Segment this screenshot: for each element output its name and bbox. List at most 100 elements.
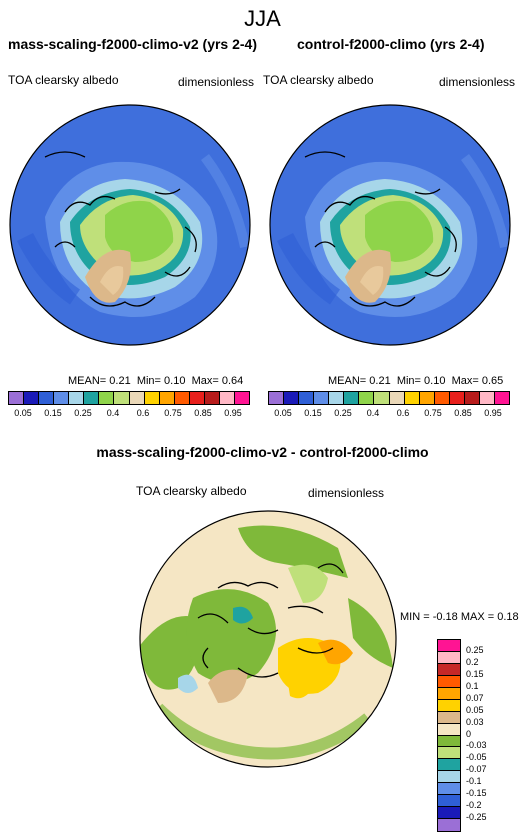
left-colorbar-label: 0.75 xyxy=(164,408,182,418)
diff-colorbar-label: 0.2 xyxy=(466,656,479,667)
diff-colorbar-label: 0.05 xyxy=(466,704,484,715)
left-colorbar-label: 0.15 xyxy=(44,408,62,418)
left-min-label: Min= xyxy=(136,375,161,387)
right-colorbar-swatch xyxy=(449,392,465,404)
right-colorbar-label: 0.85 xyxy=(454,408,472,418)
diff-colorbar-swatch xyxy=(438,795,460,808)
diff-colorbar-label: 0.25 xyxy=(466,644,484,655)
left-colorbar xyxy=(8,391,250,405)
left-colorbar-swatch xyxy=(9,392,25,404)
right-colorbar-swatch xyxy=(374,392,390,404)
right-max-value: 0.65 xyxy=(481,375,504,387)
left-colorbar-swatch xyxy=(114,392,130,404)
diff-variable-label: TOA clearsky albedo xyxy=(136,484,247,498)
right-panel-title: control-f2000-climo (yrs 2-4) xyxy=(297,36,485,52)
left-min-value: 0.10 xyxy=(164,375,186,387)
diff-colorbar-label: -0.2 xyxy=(466,800,482,811)
right-stats: MEAN= 0.21 Min= 0.10 Max= 0.65 xyxy=(328,375,503,387)
left-colorbar-swatch xyxy=(84,392,100,404)
left-max-label: Max= xyxy=(191,375,219,387)
right-colorbar-label: 0.95 xyxy=(484,408,502,418)
diff-colorbar-swatch xyxy=(438,807,460,820)
diff-colorbar-label: -0.03 xyxy=(466,740,487,751)
diff-colorbar-swatch xyxy=(438,651,460,664)
left-colorbar-swatch xyxy=(129,392,145,404)
left-colorbar-label: 0.05 xyxy=(14,408,32,418)
left-colorbar-swatch xyxy=(99,392,115,404)
diff-units-label: dimensionless xyxy=(308,486,385,500)
diff-title: mass-scaling-f2000-climo-v2 - control-f2… xyxy=(96,444,429,460)
right-colorbar-swatch xyxy=(389,392,405,404)
right-colorbar-swatch xyxy=(494,392,509,404)
right-colorbar-swatch xyxy=(314,392,330,404)
right-colorbar-label: 0.4 xyxy=(366,408,380,418)
right-colorbar-swatch xyxy=(299,392,315,404)
diff-colorbar-swatch xyxy=(438,735,460,748)
right-colorbar-swatch xyxy=(359,392,375,404)
diff-max-value: 0.18 xyxy=(497,611,519,623)
diff-colorbar-label: 0.1 xyxy=(466,680,479,691)
right-polar-map xyxy=(269,104,511,346)
diff-colorbar-label: -0.1 xyxy=(466,776,482,787)
right-colorbar-label: 0.6 xyxy=(396,408,410,418)
right-colorbar-label: 0.75 xyxy=(424,408,442,418)
right-units-label: dimensionless xyxy=(439,75,516,89)
right-variable-label: TOA clearsky albedo xyxy=(263,73,374,87)
right-mean-label: MEAN= xyxy=(328,375,367,387)
diff-colorbar xyxy=(437,639,461,832)
left-colorbar-swatch xyxy=(204,392,220,404)
left-stats: MEAN= 0.21 Min= 0.10 Max= 0.64 xyxy=(68,375,243,387)
diff-colorbar-swatch xyxy=(438,783,460,796)
diff-colorbar-swatch xyxy=(438,711,460,724)
left-colorbar-swatch xyxy=(159,392,175,404)
diff-colorbar-swatch xyxy=(438,640,460,652)
left-mean-value: 0.21 xyxy=(109,375,131,387)
diff-max-label: MAX = xyxy=(460,611,495,623)
left-units-label: dimensionless xyxy=(178,75,255,89)
diff-colorbar-label: 0.07 xyxy=(466,692,484,703)
diff-colorbar-swatch xyxy=(438,819,460,831)
diff-colorbar-swatch xyxy=(438,663,460,676)
right-colorbar-swatch xyxy=(434,392,450,404)
left-colorbar-swatch xyxy=(54,392,70,404)
diff-colorbar-swatch xyxy=(438,687,460,700)
diff-colorbar-label: -0.25 xyxy=(466,812,487,823)
left-colorbar-swatch xyxy=(144,392,160,404)
diff-colorbar-swatch xyxy=(438,759,460,772)
right-colorbar-swatch xyxy=(464,392,480,404)
diff-stats: MIN = -0.18 MAX = 0.18 xyxy=(400,611,519,623)
left-polar-map xyxy=(9,104,251,346)
left-panel-title: mass-scaling-f2000-climo-v2 (yrs 2-4) xyxy=(8,36,257,52)
right-colorbar-swatch xyxy=(269,392,285,404)
left-max-value: 0.64 xyxy=(221,375,244,387)
left-colorbar-label: 0.25 xyxy=(74,408,92,418)
left-colorbar-swatch xyxy=(219,392,235,404)
diff-colorbar-label: 0.03 xyxy=(466,716,484,727)
diff-colorbar-label: 0 xyxy=(466,728,472,739)
left-colorbar-swatch xyxy=(234,392,249,404)
diff-colorbar-label: 0.15 xyxy=(466,668,484,679)
right-colorbar-label: 0.25 xyxy=(334,408,352,418)
left-variable-label: TOA clearsky albedo xyxy=(8,73,119,87)
diff-min-label: MIN = xyxy=(400,611,430,623)
left-colorbar-label: 0.85 xyxy=(194,408,212,418)
right-colorbar-swatch xyxy=(284,392,300,404)
left-mean-label: MEAN= xyxy=(68,375,107,387)
right-colorbar-swatch xyxy=(404,392,420,404)
season-title: JJA xyxy=(244,6,281,31)
right-colorbar-label: 0.15 xyxy=(304,408,322,418)
left-colorbar-swatch xyxy=(39,392,55,404)
right-mean-value: 0.21 xyxy=(369,375,391,387)
diff-colorbar-swatch xyxy=(438,771,460,784)
right-min-label: Min= xyxy=(396,375,421,387)
diff-colorbar-swatch xyxy=(438,699,460,712)
left-colorbar-label: 0.6 xyxy=(136,408,150,418)
diff-min-value: -0.18 xyxy=(432,611,458,623)
right-min-value: 0.10 xyxy=(424,375,446,387)
right-colorbar xyxy=(268,391,510,405)
left-colorbar-label: 0.95 xyxy=(224,408,242,418)
left-colorbar-swatch xyxy=(189,392,205,404)
right-colorbar-swatch xyxy=(479,392,495,404)
left-colorbar-swatch xyxy=(69,392,85,404)
right-colorbar-label: 0.05 xyxy=(274,408,292,418)
